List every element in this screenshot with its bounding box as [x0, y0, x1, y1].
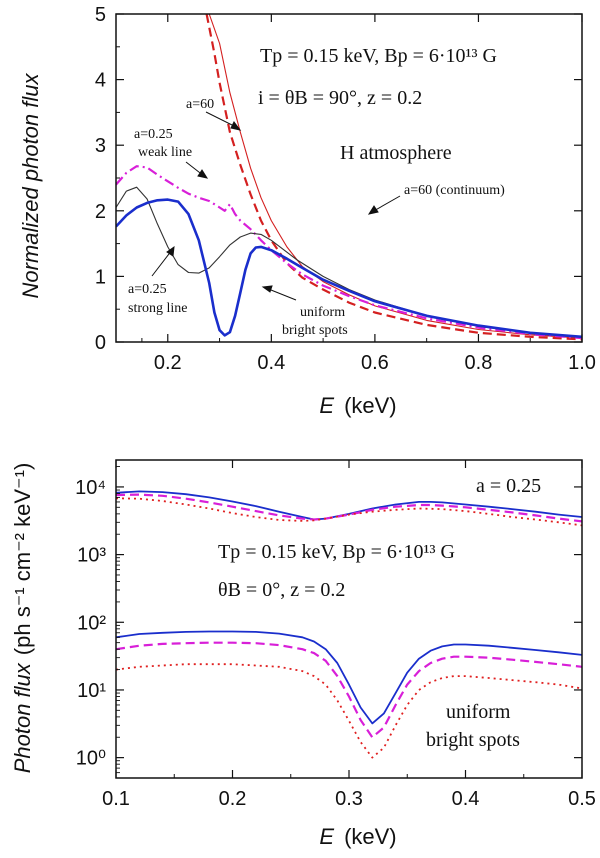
x-tick-label-1-0: 0.1: [102, 788, 130, 810]
top-x-label-unit: (keV): [344, 393, 397, 418]
series-line-0-0: [208, 14, 582, 339]
y-tick-label-1-3: 10³: [77, 545, 106, 567]
bottom-y-label-unit: (ph s⁻¹ cm⁻² keV⁻¹): [10, 463, 35, 656]
bottom-x-label-unit: (keV): [344, 824, 397, 849]
arrow-strong-line-head: [166, 245, 175, 257]
top-x-label-var: E: [319, 393, 334, 418]
top-ticks: 0.2 0.4 0.6 0.8 1.0 0 1 2 3 4 5: [95, 4, 596, 374]
top-uniform-label-a: uniform: [300, 305, 345, 320]
bottom-ticks: 0.1 0.2 0.3 0.4 0.5 10⁰ 10¹ 10² 10³ 10⁴: [75, 460, 596, 810]
x-tick-label-1-3: 0.4: [452, 788, 480, 810]
bottom-uniform-label-b: bright spots: [426, 729, 520, 751]
top-params-line1: Tp = 0.15 keV, Bp = 6·10¹³ G: [260, 45, 497, 67]
y-tick-label-1-4: 10⁴: [75, 477, 106, 499]
y-tick-label-0-1: 1: [95, 266, 106, 288]
series-line-0-1: [205, 14, 582, 341]
top-weak-line-label-b: weak line: [138, 145, 192, 160]
series-line-1-2: [116, 497, 582, 527]
arrow-weak-line-head: [197, 169, 209, 179]
top-chart: 0.2 0.4 0.6 0.8 1.0 0 1 2 3 4 5 Normalized photon …: [18, 4, 596, 418]
y-tick-label-1-1: 10¹: [77, 680, 106, 702]
top-params-line2: i = θB = 90°, z = 0.2: [258, 87, 422, 109]
top-a60-label: a=60: [186, 97, 214, 112]
x-tick-label-1-4: 0.5: [568, 788, 596, 810]
series-line-0-4: [116, 198, 582, 339]
x-tick-label-0-2: 0.6: [361, 352, 389, 374]
top-y-axis-label: Normalized photon flux: [18, 73, 43, 299]
arrow-a60-continuum-head: [367, 205, 379, 215]
top-x-axis-label: E (keV): [319, 393, 396, 418]
x-tick-label-0-3: 0.8: [465, 352, 493, 374]
x-tick-label-0-1: 0.4: [257, 352, 285, 374]
y-tick-label-1-2: 10²: [77, 612, 106, 634]
arrow-strong-line: [151, 249, 173, 277]
x-tick-label-1-2: 0.3: [335, 788, 363, 810]
bottom-y-label-var: Photon flux: [10, 662, 35, 773]
top-weak-line-label-a: a=0.25: [134, 127, 173, 142]
bottom-series-group: [116, 490, 582, 759]
bottom-uniform-label-a: uniform: [446, 701, 511, 723]
top-atmosphere-label: H atmosphere: [340, 142, 452, 164]
y-tick-label-1-0: 10⁰: [76, 748, 106, 770]
y-tick-label-0-3: 3: [95, 135, 106, 157]
top-strong-line-label-a: a=0.25: [128, 282, 167, 297]
bottom-params-line2: θB = 0°, z = 0.2: [218, 579, 345, 601]
series-line-0-2: [116, 165, 582, 340]
bottom-params-line1: Tp = 0.15 keV, Bp = 6·10¹³ G: [218, 541, 455, 563]
bottom-x-label-var: E: [319, 824, 334, 849]
y-tick-label-0-0: 0: [95, 332, 106, 354]
bottom-y-axis-label: Photon flux (ph s⁻¹ cm⁻² keV⁻¹): [10, 463, 35, 774]
top-uniform-label-b: bright spots: [282, 323, 348, 338]
bottom-a-value-label: a = 0.25: [476, 475, 541, 497]
top-series-group: [116, 14, 582, 341]
series-line-1-4: [116, 641, 582, 739]
top-strong-line-label-b: strong line: [128, 301, 188, 316]
arrow-a60-head: [230, 121, 242, 131]
series-line-1-1: [116, 493, 582, 523]
series-line-1-3: [116, 630, 582, 725]
x-tick-label-1-1: 0.2: [219, 788, 247, 810]
y-tick-label-0-5: 5: [95, 4, 106, 26]
x-tick-label-0-4: 1.0: [568, 352, 596, 374]
bottom-x-axis-label: E (keV): [319, 824, 396, 849]
y-tick-label-0-2: 2: [95, 201, 106, 223]
y-tick-label-0-4: 4: [95, 70, 106, 92]
x-tick-label-0-0: 0.2: [154, 352, 182, 374]
top-arrows: [151, 111, 401, 301]
top-a60-continuum-label: a=60 (continuum): [404, 183, 505, 198]
arrow-uniform-head: [261, 285, 273, 293]
bottom-chart: 0.1 0.2 0.3 0.4 0.5 10⁰ 10¹ 10² 10³ 10⁴ Photon fl…: [10, 459, 596, 849]
series-line-1-5: [116, 663, 582, 759]
